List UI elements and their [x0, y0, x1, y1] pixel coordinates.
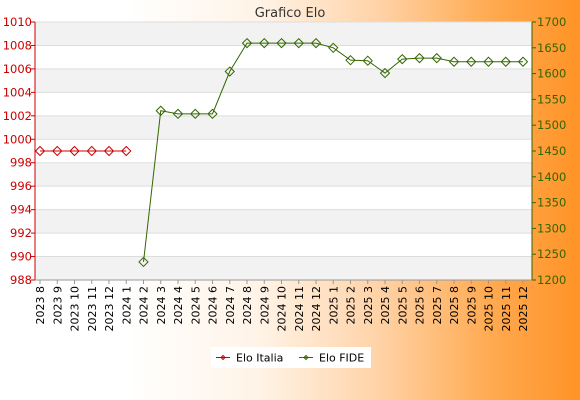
grid-band [35, 162, 532, 187]
x-tick-label: 2023 8 [34, 286, 47, 325]
x-tick-label: 2024 9 [258, 286, 271, 325]
y-left-tick-label: 1004 [3, 85, 32, 99]
series-elo-fide [138, 37, 529, 268]
y-right-tick-label: 1200 [537, 273, 566, 287]
data-point [345, 54, 356, 66]
data-point [293, 37, 304, 49]
data-point [328, 42, 339, 54]
x-tick-label: 2023 11 [86, 286, 99, 332]
y-left-tick-label: 990 [10, 250, 32, 264]
grid-band [35, 68, 532, 93]
data-point [52, 145, 63, 157]
x-tick-label: 2025 12 [517, 286, 530, 332]
data-point [517, 56, 529, 67]
data-point [86, 145, 97, 157]
legend-label: Elo Italia [236, 352, 283, 365]
y-right-tick-label: 1600 [537, 67, 566, 81]
legend-box [211, 347, 371, 368]
x-tick-label: 2024 5 [189, 286, 202, 325]
x-tick-label: 2024 2 [138, 286, 151, 325]
data-point [224, 66, 235, 77]
x-tick-label: 2025 7 [431, 286, 444, 325]
x-tick-label: 2024 4 [172, 286, 185, 325]
x-tick-label: 2024 6 [207, 286, 220, 325]
grid-band [35, 209, 532, 234]
y-left-tick-label: 1008 [3, 38, 32, 52]
x-tick-label: 2023 10 [69, 286, 82, 332]
data-point [362, 55, 373, 66]
data-point [397, 53, 408, 65]
data-point [69, 145, 80, 157]
y-left-tick-label: 994 [10, 203, 32, 217]
y-right-tick-label: 1300 [537, 221, 566, 235]
x-tick-label: 2025 3 [362, 286, 375, 325]
legend-swatch-marker [220, 354, 226, 361]
x-tick-label: 2025 9 [465, 286, 478, 325]
data-point [207, 108, 218, 120]
data-point [138, 256, 149, 268]
chart-title: Grafico Elo [255, 6, 326, 21]
y-right-tick-label: 1250 [537, 247, 566, 261]
y-right-tick-label: 1700 [537, 15, 566, 29]
data-point [103, 145, 115, 157]
data-point [259, 37, 270, 49]
grid-band [35, 22, 532, 46]
data-point [276, 37, 287, 49]
data-point [448, 56, 460, 67]
y-right-tick-label: 1500 [537, 118, 566, 132]
y-left-tick-label: 998 [10, 156, 32, 170]
x-tick-label: 2024 1 [120, 286, 133, 325]
data-point [172, 108, 184, 120]
y-left-tick-label: 1010 [3, 15, 32, 29]
x-tick-label: 2025 6 [414, 286, 427, 325]
x-tick-label: 2025 8 [448, 286, 461, 325]
data-point [190, 108, 201, 120]
y-left-tick-label: 1002 [3, 109, 32, 123]
legend: Elo Italia Elo FIDE [211, 347, 371, 368]
x-tick-label: 2024 10 [276, 286, 289, 332]
series-elo-italia [34, 145, 132, 157]
y-left-tick-label: 988 [10, 273, 32, 287]
y-right-tick-label: 1450 [537, 144, 566, 158]
data-point [310, 37, 322, 49]
y-right-tick-label: 1400 [537, 170, 566, 184]
data-point [500, 56, 511, 67]
y-right-tick-label: 1350 [537, 196, 566, 210]
data-point [241, 37, 253, 49]
x-tick-label: 2025 1 [327, 286, 340, 325]
x-tick-label: 2024 3 [155, 286, 168, 325]
y-left-tick-label: 996 [10, 179, 32, 193]
grid-band [35, 256, 532, 280]
data-point [155, 105, 166, 116]
x-tick-label: 2025 2 [345, 286, 358, 325]
x-tick-label: 2024 11 [293, 286, 306, 332]
x-tick-label: 2025 11 [500, 286, 513, 332]
data-point [379, 67, 391, 79]
x-tick-label: 2025 5 [396, 286, 409, 325]
y-right-tick-label: 1550 [537, 92, 566, 106]
series-line [143, 42, 523, 262]
x-tick-label: 2024 8 [241, 286, 254, 325]
x-tick-label: 2024 7 [224, 286, 237, 325]
x-tick-label: 2023 9 [51, 286, 64, 325]
legend-label: Elo FIDE [319, 352, 364, 365]
y-left-tick-label: 992 [10, 226, 32, 240]
x-tick-label: 2025 4 [379, 286, 392, 325]
data-point [431, 52, 442, 64]
data-point [483, 56, 494, 67]
data-point [34, 145, 46, 157]
y-left-tick-label: 1000 [3, 132, 32, 146]
y-left-tick-label: 1006 [3, 62, 32, 76]
grid-band [35, 115, 532, 140]
x-tick-label: 2023 12 [103, 286, 116, 332]
data-point [466, 56, 477, 67]
legend-swatch-marker [303, 354, 309, 361]
data-point [121, 145, 132, 157]
x-tick-label: 2024 12 [310, 286, 323, 332]
data-point [414, 52, 425, 64]
x-tick-label: 2025 10 [483, 286, 496, 332]
y-right-tick-label: 1650 [537, 41, 566, 55]
